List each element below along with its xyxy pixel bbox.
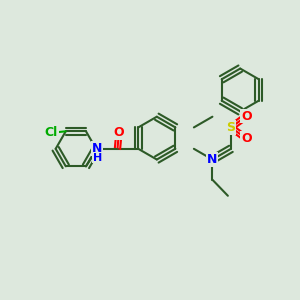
Text: Cl: Cl	[45, 126, 58, 139]
Text: S: S	[226, 121, 236, 134]
Text: O: O	[241, 110, 252, 123]
Text: O: O	[241, 132, 252, 145]
Text: H: H	[93, 153, 102, 163]
Text: N: N	[207, 153, 218, 166]
Text: O: O	[114, 126, 124, 139]
Text: N: N	[92, 142, 103, 155]
